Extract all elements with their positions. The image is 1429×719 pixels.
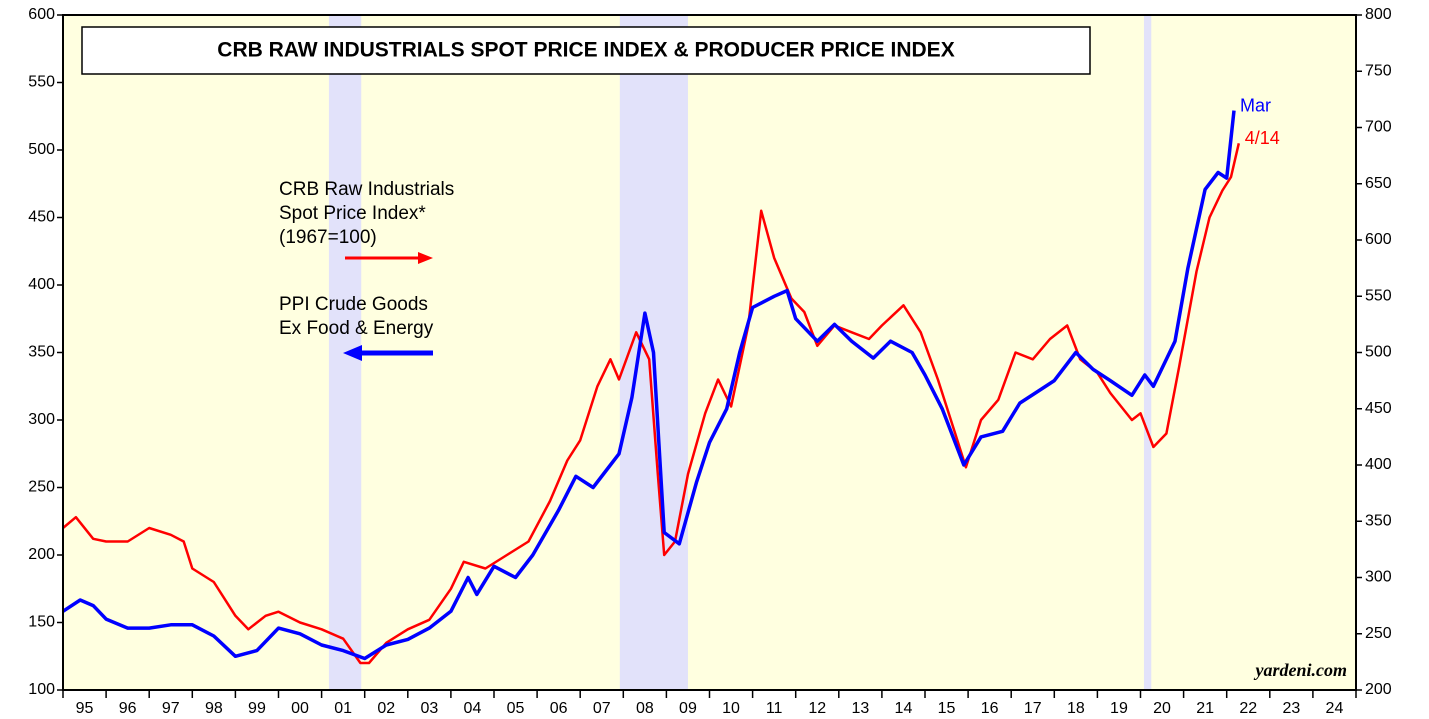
legend-arrow-head <box>418 252 433 264</box>
x-tick-label: 20 <box>1153 700 1171 717</box>
x-tick-label: 97 <box>162 700 180 717</box>
legend-label: PPI Crude Goods <box>279 294 428 315</box>
y2-tick-label: 750 <box>1365 62 1392 79</box>
x-tick-label: 12 <box>808 700 826 717</box>
y-tick-label: 400 <box>28 276 55 293</box>
x-tick-label: 18 <box>1067 700 1085 717</box>
y-tick-label: 350 <box>28 344 55 361</box>
y-tick-label: 200 <box>28 546 55 563</box>
x-tick-label: 23 <box>1282 700 1300 717</box>
x-tick-label: 07 <box>593 700 611 717</box>
x-tick-label: 00 <box>291 700 309 717</box>
x-tick-label: 95 <box>76 700 94 717</box>
y-tick-label: 500 <box>28 141 55 158</box>
x-tick-label: 22 <box>1239 700 1257 717</box>
y2-tick-label: 600 <box>1365 231 1392 248</box>
x-tick-label: 96 <box>119 700 137 717</box>
x-tick-label: 08 <box>636 700 654 717</box>
legend-label: Spot Price Index* <box>279 203 426 224</box>
legend-label: (1967=100) <box>279 227 377 248</box>
x-tick-label: 98 <box>205 700 223 717</box>
x-tick-label: 16 <box>981 700 999 717</box>
legend: CRB Raw Industrials Spot Price Index* (1… <box>279 179 454 361</box>
y-tick-label: 600 <box>28 6 55 23</box>
shaded-period <box>1143 15 1152 690</box>
title-box <box>81 26 1091 75</box>
y-tick-label: 100 <box>28 681 55 698</box>
y2-tick-label: 800 <box>1365 6 1392 23</box>
x-tick-label: 02 <box>377 700 395 717</box>
y2-tick-label: 450 <box>1365 400 1392 417</box>
y2-tick-label: 700 <box>1365 119 1392 136</box>
x-tick-label: 19 <box>1110 700 1128 717</box>
legend-label: Ex Food & Energy <box>279 318 434 339</box>
x-tick-label: 09 <box>679 700 697 717</box>
plot-background <box>63 15 1356 690</box>
legend-label: CRB Raw Industrials <box>279 179 454 200</box>
y2-tick-label: 250 <box>1365 625 1392 642</box>
x-tick-label: 13 <box>851 700 869 717</box>
x-tick-label: 17 <box>1024 700 1042 717</box>
y2-tick-label: 400 <box>1365 456 1392 473</box>
y-tick-label: 250 <box>28 479 55 496</box>
plot-frame <box>62 14 1357 691</box>
source: yardeni.com <box>1254 660 1348 680</box>
end-label: 4/14 <box>1245 128 1280 148</box>
y-tick-label: 300 <box>28 411 55 428</box>
x-tick-label: 11 <box>766 700 783 717</box>
x-tick-label: 99 <box>248 700 266 717</box>
x-tick-label: 15 <box>938 700 956 717</box>
x-tick-label: 04 <box>464 700 482 717</box>
y-tick-label: 450 <box>28 209 55 226</box>
y2-tick-label: 350 <box>1365 512 1392 529</box>
x-tick-label: 01 <box>334 700 352 717</box>
y2-tick-label: 550 <box>1365 287 1392 304</box>
y2-tick-label: 650 <box>1365 175 1392 192</box>
y2-tick-label: 500 <box>1365 344 1392 361</box>
x-tick-label: 21 <box>1196 700 1214 717</box>
x-tick-label: 14 <box>895 700 913 717</box>
y2-tick-label: 300 <box>1365 569 1392 586</box>
x-tick-label: 10 <box>722 700 740 717</box>
y2-tick-label: 200 <box>1365 681 1392 698</box>
x-tick-label: 24 <box>1326 700 1344 717</box>
legend-arrow-head <box>343 345 362 361</box>
chart-title: CRB RAW INDUSTRIALS SPOT PRICE INDEX & P… <box>217 39 954 62</box>
x-tick-label: 05 <box>507 700 525 717</box>
end-label: Mar <box>1240 95 1271 115</box>
series-line <box>62 110 1236 661</box>
axes: 1001502002503003504004505005506002002503… <box>28 6 1392 717</box>
x-tick-label: 06 <box>550 700 568 717</box>
y-tick-label: 550 <box>28 74 55 91</box>
y-tick-label: 150 <box>28 614 55 631</box>
x-tick-label: 03 <box>420 700 438 717</box>
series <box>62 110 1241 665</box>
